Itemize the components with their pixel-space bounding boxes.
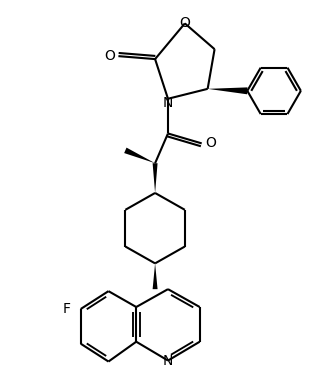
- Text: N: N: [163, 96, 173, 110]
- Text: O: O: [179, 16, 190, 30]
- Polygon shape: [124, 147, 155, 163]
- Polygon shape: [153, 263, 158, 289]
- Text: F: F: [63, 302, 71, 316]
- Text: O: O: [205, 136, 216, 150]
- Text: N: N: [163, 354, 173, 368]
- Text: O: O: [104, 49, 115, 63]
- Polygon shape: [153, 163, 158, 193]
- Polygon shape: [208, 88, 247, 94]
